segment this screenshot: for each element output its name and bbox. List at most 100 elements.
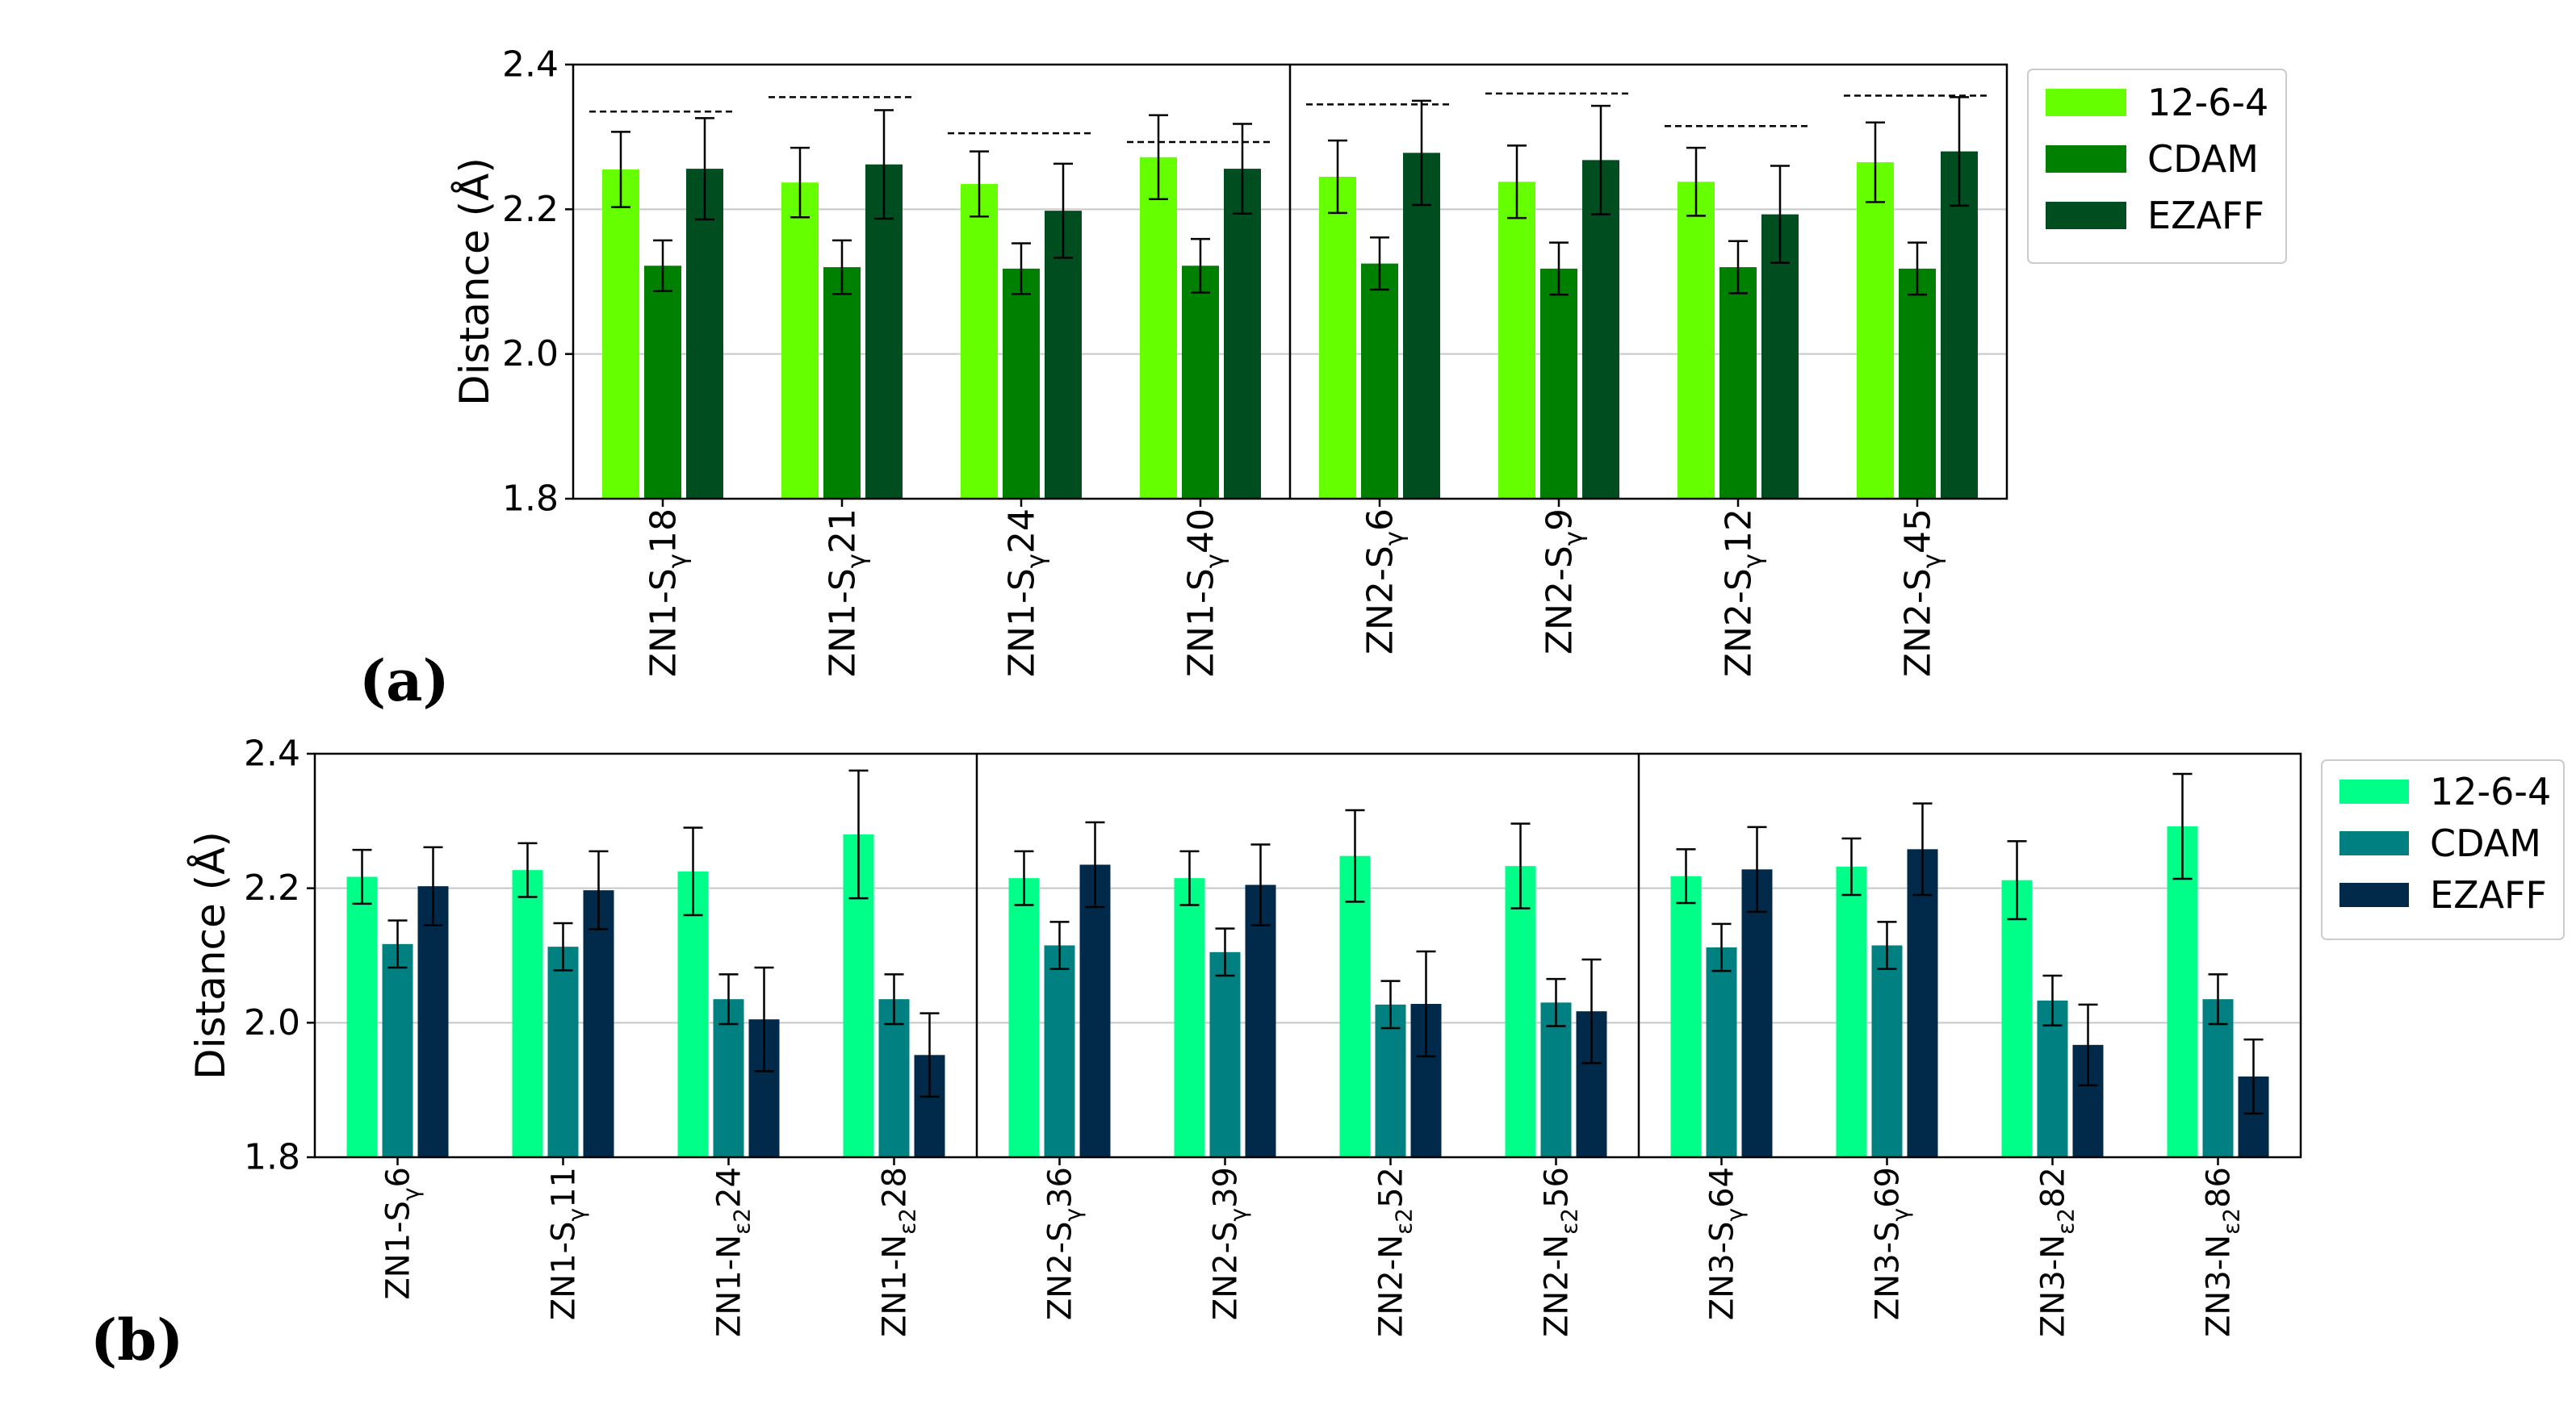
x-tick-label-subscript: γ <box>1887 1208 1914 1222</box>
bar-12-6-4 <box>1319 176 1356 499</box>
x-tick-label-text: ZN2-Sγ39 <box>1208 1167 1252 1320</box>
x-tick-label-subscript: γ <box>1201 554 1230 568</box>
x-tick-label: ZN3-Nε286 <box>2201 1167 2245 1337</box>
bar-cdam <box>1719 267 1757 499</box>
bar-12-6-4 <box>1670 876 1702 1157</box>
x-tick-label-number: 18 <box>643 508 684 554</box>
x-tick-label-text: ZN1-Nε228 <box>877 1167 921 1337</box>
legend-label: 12-6-4 <box>2430 770 2551 813</box>
bar-12-6-4 <box>1008 878 1040 1157</box>
x-tick-label: ZN2-Nε256 <box>1539 1167 1583 1337</box>
panel-b-chart: 1.82.02.22.4ZN1-Sγ6ZN1-Sγ11ZN1-Nε224ZN1-… <box>90 734 2565 1373</box>
x-tick-label: ZN2-Sγ9 <box>1539 508 1588 654</box>
bar-cdam <box>1209 951 1241 1157</box>
y-tick-label: 2.4 <box>502 44 559 86</box>
y-tick-label: 1.8 <box>244 1137 300 1178</box>
x-tick-label-subscript: γ <box>843 554 872 568</box>
x-tick-label-text: ZN3-Sγ64 <box>1704 1167 1749 1320</box>
x-tick-label-main: ZN1-S <box>380 1201 417 1300</box>
bar-12-6-4 <box>602 169 639 499</box>
bar-ezaff <box>1582 160 1619 500</box>
x-tick-label-number: 6 <box>1359 508 1401 531</box>
bar-cdam <box>1899 268 1936 499</box>
x-tick-label-main: ZN1-N <box>877 1235 914 1337</box>
legend-label: EZAFF <box>2430 873 2547 917</box>
x-tick-label: ZN2-Sγ12 <box>1718 508 1767 677</box>
x-tick-label-subscript: γ <box>1739 554 1768 568</box>
bar-12-6-4 <box>1857 162 1894 500</box>
x-tick-label-subscript: γ <box>664 554 693 568</box>
legend-swatch-cdam <box>2046 145 2126 173</box>
x-tick-label-text: ZN2-Nε252 <box>1373 1167 1418 1337</box>
x-tick-label: ZN1-Sγ18 <box>643 508 692 677</box>
bar-cdam <box>1375 1004 1406 1157</box>
x-tick-label-main: ZN1-S <box>1001 568 1042 677</box>
x-tick-label-subscript: γ <box>1380 531 1409 546</box>
x-tick-label-main: ZN2-N <box>1539 1235 1576 1337</box>
y-axis-title: Distance (Å) <box>451 157 498 406</box>
x-tick-label-subscript: ε2 <box>729 1208 756 1235</box>
legend-swatch-cdam <box>2339 831 2409 855</box>
x-tick-label-main: ZN2-S <box>1208 1221 1245 1320</box>
x-tick-label-number: 56 <box>1539 1167 1576 1208</box>
x-tick-label: ZN1-Nε224 <box>711 1167 756 1337</box>
x-tick-label-subscript: γ <box>1225 1208 1252 1222</box>
x-tick-label-number: 11 <box>546 1167 583 1208</box>
x-tick-label-main: ZN1-S <box>546 1221 583 1320</box>
bar-cdam <box>1182 265 1219 499</box>
x-tick-label-main: ZN2-N <box>1373 1235 1410 1337</box>
x-tick-label: ZN3-Sγ69 <box>1870 1167 1914 1320</box>
plot-frame <box>572 63 2008 500</box>
x-tick-label-number: 28 <box>877 1167 914 1208</box>
x-tick-label-subscript: ε2 <box>2053 1208 2080 1235</box>
x-tick-label-number: 69 <box>1870 1167 1907 1208</box>
plot-frame <box>313 752 2302 1159</box>
panel-a-chart: 1.82.02.22.4ZN1-Sγ18ZN1-Sγ21ZN1-Sγ24ZN1-… <box>359 44 2287 714</box>
x-tick-label-number: 64 <box>1704 1167 1741 1208</box>
bar-cdam <box>713 999 744 1157</box>
x-tick-label: ZN1-Sγ6 <box>380 1167 425 1300</box>
bar-cdam <box>823 267 861 499</box>
bar-cdam <box>2037 1000 2068 1157</box>
x-tick-label-subscript: ε2 <box>1391 1208 1418 1235</box>
x-tick-label-number: 86 <box>2201 1167 2238 1208</box>
x-tick-label-main: ZN3-N <box>2201 1235 2238 1337</box>
legend-swatch-12-6-4 <box>2339 780 2409 804</box>
y-axis-title: Distance (Å) <box>187 831 234 1080</box>
bar-12-6-4 <box>781 182 819 499</box>
legend-swatch-ezaff <box>2046 202 2126 229</box>
x-tick-label-number: 40 <box>1180 508 1221 554</box>
bar-12-6-4 <box>2001 880 2033 1157</box>
x-tick-label-main: ZN2-S <box>1718 568 1759 677</box>
x-tick-label-main: ZN2-S <box>1539 546 1580 654</box>
x-tick-label-main: ZN1-S <box>1180 568 1221 677</box>
x-tick-label-number: 24 <box>1001 508 1042 554</box>
x-tick-label-text: ZN1-Sγ6 <box>380 1167 425 1300</box>
bar-12-6-4 <box>1339 855 1371 1157</box>
x-tick-label-main: ZN1-S <box>643 568 684 677</box>
bar-ezaff <box>417 886 449 1157</box>
x-tick-label: ZN1-Sγ40 <box>1180 508 1229 677</box>
bar-12-6-4 <box>677 871 709 1157</box>
bar-12-6-4 <box>961 183 998 499</box>
legend-label: 12-6-4 <box>2147 81 2268 124</box>
y-tick-label: 1.8 <box>502 479 559 520</box>
x-tick-label-text: ZN2-Sγ36 <box>1042 1167 1087 1320</box>
panel-label: (b) <box>90 1307 183 1373</box>
x-tick-label-text: ZN1-Sγ21 <box>822 508 871 677</box>
x-tick-label-main: ZN3-S <box>1704 1221 1741 1320</box>
bar-ezaff <box>1907 849 1938 1157</box>
bar-cdam <box>1871 945 1903 1157</box>
y-tick-label: 2.0 <box>244 1002 300 1043</box>
bar-cdam <box>2202 999 2234 1157</box>
x-tick-label-number: 24 <box>711 1167 748 1208</box>
bar-cdam <box>1003 268 1040 499</box>
y-tick-label: 2.2 <box>502 189 559 230</box>
y-tick-label: 2.4 <box>244 734 300 775</box>
bar-cdam <box>382 943 413 1157</box>
x-tick-label-text: ZN2-Sγ45 <box>1897 508 1946 677</box>
x-tick-label: ZN2-Sγ39 <box>1208 1167 1252 1320</box>
bar-ezaff <box>1245 884 1276 1157</box>
x-tick-label: ZN2-Sγ36 <box>1042 1167 1087 1320</box>
